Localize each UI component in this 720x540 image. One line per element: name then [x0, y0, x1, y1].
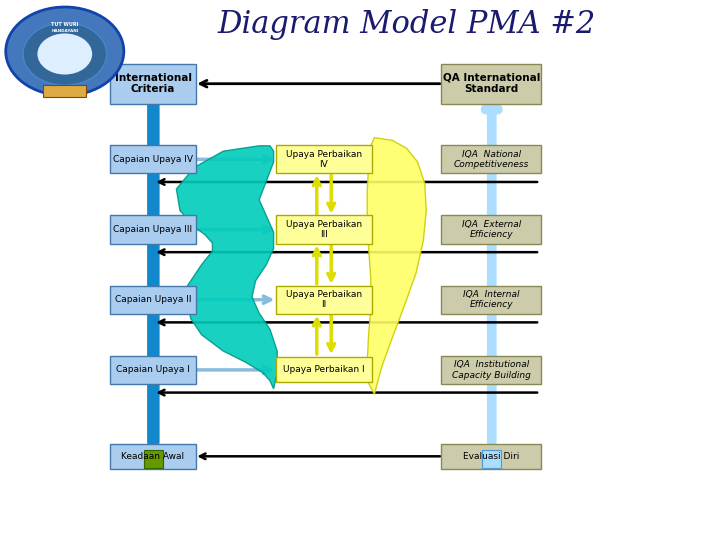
- Text: International
Criteria: International Criteria: [114, 73, 192, 94]
- Text: Capaian Upaya IV: Capaian Upaya IV: [113, 155, 193, 164]
- FancyBboxPatch shape: [110, 356, 196, 384]
- FancyBboxPatch shape: [441, 356, 541, 384]
- FancyBboxPatch shape: [276, 286, 372, 314]
- FancyBboxPatch shape: [276, 357, 372, 382]
- Text: IQA  National
Competitiveness: IQA National Competitiveness: [454, 150, 529, 169]
- Text: Capaian Upaya II: Capaian Upaya II: [114, 295, 192, 304]
- FancyBboxPatch shape: [110, 145, 196, 173]
- FancyBboxPatch shape: [276, 145, 372, 173]
- Text: IQA  Institutional
Capacity Building: IQA Institutional Capacity Building: [452, 360, 531, 380]
- FancyBboxPatch shape: [441, 444, 541, 469]
- FancyBboxPatch shape: [110, 444, 196, 469]
- FancyBboxPatch shape: [276, 215, 372, 244]
- FancyBboxPatch shape: [110, 64, 196, 104]
- Text: QA International
Standard: QA International Standard: [443, 73, 540, 94]
- Text: Capaian Upaya I: Capaian Upaya I: [116, 366, 190, 374]
- Text: TUT WURI: TUT WURI: [51, 22, 78, 27]
- FancyBboxPatch shape: [482, 450, 501, 468]
- Text: Upaya Perbaikan
II: Upaya Perbaikan II: [286, 290, 362, 309]
- FancyBboxPatch shape: [110, 215, 196, 244]
- Circle shape: [23, 23, 107, 85]
- Polygon shape: [367, 138, 426, 394]
- Polygon shape: [176, 146, 277, 389]
- Text: Evaluasi Diri: Evaluasi Diri: [463, 452, 520, 461]
- Circle shape: [6, 7, 124, 96]
- Text: HANDAYANI: HANDAYANI: [51, 29, 78, 33]
- Circle shape: [37, 33, 92, 75]
- FancyBboxPatch shape: [43, 85, 86, 97]
- Text: Capaian Upaya III: Capaian Upaya III: [114, 225, 192, 234]
- FancyBboxPatch shape: [441, 64, 541, 104]
- Text: IQA  Internal
Efficiency: IQA Internal Efficiency: [463, 290, 520, 309]
- FancyBboxPatch shape: [441, 286, 541, 314]
- FancyBboxPatch shape: [110, 286, 196, 314]
- Text: Upaya Perbaikan
IV: Upaya Perbaikan IV: [286, 150, 362, 169]
- Text: Diagram Model PMA #2: Diagram Model PMA #2: [217, 9, 596, 40]
- Text: Upaya Perbaikan
III: Upaya Perbaikan III: [286, 220, 362, 239]
- FancyBboxPatch shape: [441, 215, 541, 244]
- Text: IQA  External
Efficiency: IQA External Efficiency: [462, 220, 521, 239]
- FancyBboxPatch shape: [144, 450, 163, 468]
- FancyBboxPatch shape: [441, 145, 541, 173]
- Text: Upaya Perbaikan I: Upaya Perbaikan I: [283, 366, 365, 374]
- Text: Keadaan Awal: Keadaan Awal: [122, 452, 184, 461]
